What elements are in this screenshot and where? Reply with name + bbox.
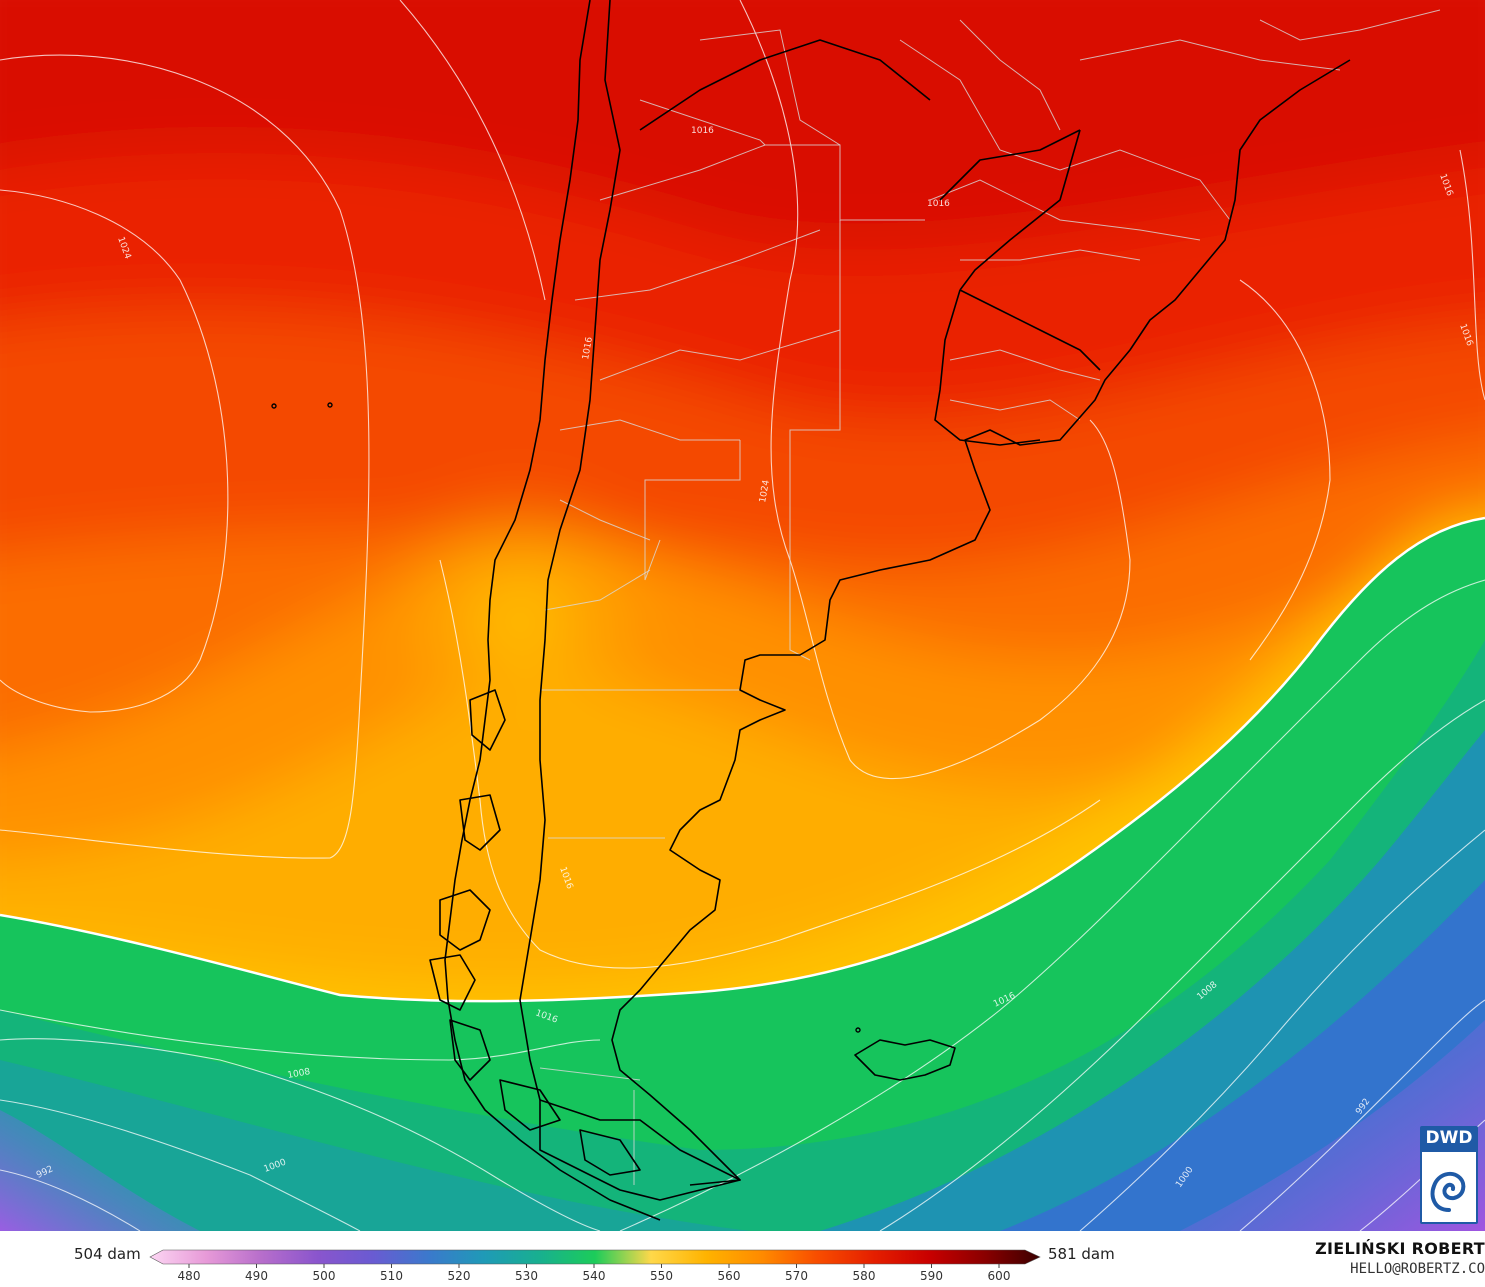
dwd-logo-text: DWD — [1425, 1128, 1473, 1148]
coastlines — [429, 0, 1351, 1221]
island — [855, 1027, 861, 1033]
archipelago-6 — [499, 1079, 561, 1131]
bolivia-border — [639, 39, 931, 131]
isobar-label: 1016 — [691, 126, 714, 136]
colorbar: 480 490 500 510 520 530 540 550 560 570 580 590 600 — [149, 1249, 1041, 1283]
colorbar-tick-label: 520 — [448, 1269, 471, 1283]
swirl-icon — [1422, 1152, 1476, 1222]
colorbar-tick-label: 510 — [380, 1269, 403, 1283]
colorbar-tick-label: 570 — [785, 1269, 808, 1283]
andes-border — [519, 0, 621, 1101]
isobar-label: 1016 — [927, 199, 950, 209]
colorbar-tick-label: 600 — [988, 1269, 1011, 1283]
low-height-field — [0, 516, 1485, 1231]
author-email: HELLO@ROBERTZ.CO — [1350, 1261, 1485, 1277]
archipelago-3 — [449, 1019, 491, 1081]
falkland-islands — [854, 1039, 956, 1081]
colorbar-tick-label: 560 — [718, 1269, 741, 1283]
isobar-label: 1016 — [581, 336, 595, 361]
paraguay-border — [939, 129, 1081, 201]
isobar-lines — [0, 0, 1485, 1231]
footer: 504 dam 480 490 500 510 520 530 540 550 560 570 58… — [0, 1231, 1485, 1287]
atlantic-coastline — [611, 59, 1351, 1186]
pacific-coastline — [444, 0, 661, 1221]
colorbar-tick-label: 500 — [313, 1269, 336, 1283]
colorbar-tick-label: 540 — [583, 1269, 606, 1283]
dwd-logo: DWD — [1420, 1126, 1478, 1224]
colorbar-tick-label: 550 — [650, 1269, 673, 1283]
colorbar-tick-label: 580 — [853, 1269, 876, 1283]
colorbar-max-label: 581 dam — [1048, 1245, 1115, 1263]
author-name: ZIELIŃSKI ROBERT — [1315, 1239, 1485, 1258]
archipelago-1 — [439, 889, 491, 951]
archipelago-5 — [469, 689, 506, 751]
colorbar-tick-label: 480 — [178, 1269, 201, 1283]
colorbar-scale — [149, 1249, 1041, 1265]
isobar-label: 1024 — [758, 479, 772, 504]
island — [327, 402, 333, 408]
archipelago-7 — [579, 1129, 641, 1176]
province-borders — [539, 9, 1441, 1185]
uruguay-border — [934, 289, 1041, 446]
colorbar-tick-label: 490 — [245, 1269, 268, 1283]
colorbar-ticks: 480 490 500 510 520 530 540 550 560 570 580 590 600 — [178, 1264, 1011, 1283]
colorbar-tick-label: 590 — [920, 1269, 943, 1283]
island — [271, 403, 277, 409]
tierra-del-fuego — [539, 1099, 741, 1201]
colorbar-tick-label: 530 — [515, 1269, 538, 1283]
rio-de-la-plata — [959, 289, 1101, 371]
archipelago-4 — [459, 794, 501, 851]
brazil-border — [959, 129, 1081, 291]
archipelago-2 — [429, 954, 476, 1011]
colorbar-min-label: 504 dam — [74, 1245, 141, 1263]
geopotential-map: 1024 1024 1016 1016 1016 1016 1016 1016 … — [0, 0, 1485, 1231]
small-islands — [271, 402, 861, 1033]
isobar-label: 1008 — [287, 1067, 312, 1081]
